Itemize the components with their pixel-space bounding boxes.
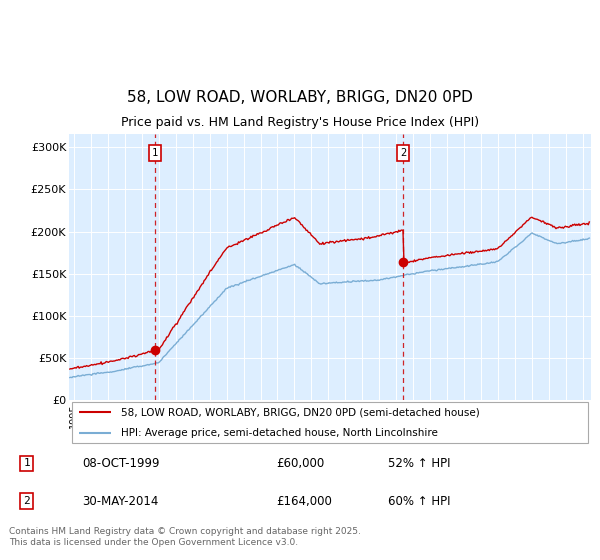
- FancyBboxPatch shape: [71, 402, 589, 444]
- Text: 1: 1: [152, 148, 158, 158]
- Text: 30-MAY-2014: 30-MAY-2014: [82, 494, 159, 508]
- Text: 52% ↑ HPI: 52% ↑ HPI: [388, 457, 451, 470]
- Text: 1: 1: [23, 458, 30, 468]
- Text: HPI: Average price, semi-detached house, North Lincolnshire: HPI: Average price, semi-detached house,…: [121, 428, 438, 438]
- Text: 58, LOW ROAD, WORLABY, BRIGG, DN20 0PD (semi-detached house): 58, LOW ROAD, WORLABY, BRIGG, DN20 0PD (…: [121, 408, 480, 418]
- Text: 60% ↑ HPI: 60% ↑ HPI: [388, 494, 451, 508]
- Text: Contains HM Land Registry data © Crown copyright and database right 2025.
This d: Contains HM Land Registry data © Crown c…: [9, 528, 361, 547]
- Text: £60,000: £60,000: [277, 457, 325, 470]
- Text: 2: 2: [23, 496, 30, 506]
- Text: £164,000: £164,000: [277, 494, 332, 508]
- Text: 58, LOW ROAD, WORLABY, BRIGG, DN20 0PD: 58, LOW ROAD, WORLABY, BRIGG, DN20 0PD: [127, 90, 473, 105]
- Text: 08-OCT-1999: 08-OCT-1999: [82, 457, 160, 470]
- Text: Price paid vs. HM Land Registry's House Price Index (HPI): Price paid vs. HM Land Registry's House …: [121, 116, 479, 129]
- Text: 2: 2: [400, 148, 406, 158]
